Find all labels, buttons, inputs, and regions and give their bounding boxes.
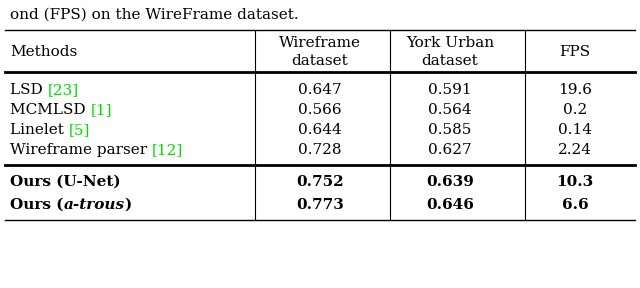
- Text: 0.646: 0.646: [426, 198, 474, 212]
- Text: 10.3: 10.3: [556, 175, 594, 189]
- Text: [1]: [1]: [90, 103, 112, 117]
- Text: 0.647: 0.647: [298, 83, 342, 97]
- Text: 0.752: 0.752: [296, 175, 344, 189]
- Text: [12]: [12]: [152, 143, 183, 157]
- Text: FPS: FPS: [559, 45, 591, 59]
- Text: York Urban
dataset: York Urban dataset: [406, 36, 494, 68]
- Text: 0.564: 0.564: [428, 103, 472, 117]
- Text: LSD: LSD: [10, 83, 47, 97]
- Text: 0.773: 0.773: [296, 198, 344, 212]
- Text: [5]: [5]: [68, 123, 90, 137]
- Text: MCMLSD: MCMLSD: [10, 103, 90, 117]
- Text: [23]: [23]: [47, 83, 79, 97]
- Text: Ours (U-Net): Ours (U-Net): [10, 175, 120, 189]
- Text: Methods: Methods: [10, 45, 77, 59]
- Text: 0.728: 0.728: [298, 143, 342, 157]
- Text: ond (FPS) on the WireFrame dataset.: ond (FPS) on the WireFrame dataset.: [10, 8, 299, 22]
- Text: Wireframe
dataset: Wireframe dataset: [279, 36, 361, 68]
- Text: a-trous: a-trous: [63, 198, 125, 212]
- Text: 0.627: 0.627: [428, 143, 472, 157]
- Text: 0.639: 0.639: [426, 175, 474, 189]
- Text: 0.14: 0.14: [558, 123, 592, 137]
- Text: Linelet: Linelet: [10, 123, 68, 137]
- Text: 0.566: 0.566: [298, 103, 342, 117]
- Text: 2.24: 2.24: [558, 143, 592, 157]
- Text: 6.6: 6.6: [562, 198, 588, 212]
- Text: Wireframe parser: Wireframe parser: [10, 143, 152, 157]
- Text: 19.6: 19.6: [558, 83, 592, 97]
- Text: Ours (: Ours (: [10, 198, 63, 212]
- Text: 0.591: 0.591: [428, 83, 472, 97]
- Text: ): ): [125, 198, 132, 212]
- Text: 0.585: 0.585: [428, 123, 472, 137]
- Text: 0.2: 0.2: [563, 103, 587, 117]
- Text: 0.644: 0.644: [298, 123, 342, 137]
